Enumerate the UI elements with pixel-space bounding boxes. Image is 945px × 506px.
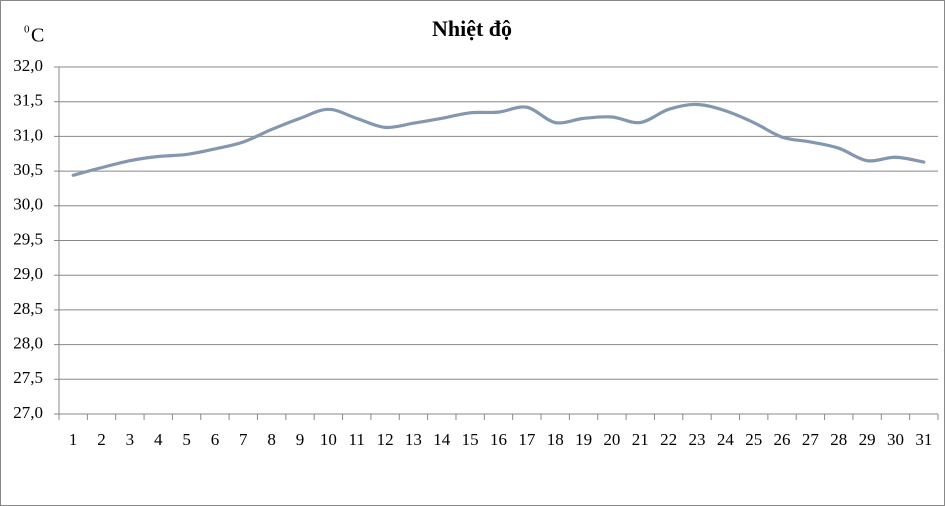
x-tick-label: 15: [462, 430, 479, 449]
x-tick-label: 20: [603, 430, 620, 449]
y-tick-label: 30,5: [13, 160, 43, 179]
y-unit: C: [31, 25, 44, 47]
y-tick-label: 31,5: [13, 91, 43, 110]
x-tick-label: 24: [717, 430, 735, 449]
x-tick-label: 4: [154, 430, 163, 449]
x-tick-label: 18: [547, 430, 564, 449]
y-tick-label: 30,0: [13, 195, 43, 214]
x-tick-label: 19: [575, 430, 592, 449]
y-tick-label: 29,5: [13, 229, 43, 248]
x-tick-label: 23: [688, 430, 705, 449]
x-tick-label: 6: [211, 430, 220, 449]
data-line: [71, 102, 926, 177]
x-tick-label: 17: [518, 430, 536, 449]
y-tick-label: 28,5: [13, 299, 43, 318]
x-tick-label: 3: [126, 430, 135, 449]
x-tick-label: 21: [632, 430, 649, 449]
x-tick-label: 26: [774, 430, 791, 449]
x-tick-label: 12: [377, 430, 394, 449]
x-tick-label: 30: [887, 430, 904, 449]
x-tick-label: 31: [915, 430, 932, 449]
x-tick-label: 9: [296, 430, 305, 449]
x-tick-label: 13: [405, 430, 422, 449]
x-tick-label: 11: [349, 430, 365, 449]
y-tick-label: 32,0: [13, 56, 43, 75]
y-tick-label: 27,5: [13, 368, 43, 387]
x-tick-label: 14: [433, 430, 451, 449]
y-tick-label: 29,0: [13, 264, 43, 283]
x-tick-label: 25: [745, 430, 762, 449]
x-tick-label: 5: [182, 430, 191, 449]
x-tick-label: 28: [830, 430, 847, 449]
x-tick-label: 16: [490, 430, 507, 449]
x-tick-label: 7: [239, 430, 248, 449]
y-tick-label: 31,0: [13, 125, 43, 144]
x-tick-label: 29: [859, 430, 876, 449]
x-tick-label: 1: [69, 430, 78, 449]
x-tick-label: 22: [660, 430, 677, 449]
y-tick-label: 28,0: [13, 334, 43, 353]
y-tick-label: 27,0: [13, 403, 43, 422]
x-tick-label: 10: [320, 430, 337, 449]
x-tick-label: 8: [267, 430, 276, 449]
y-unit-sup: 0: [24, 24, 30, 36]
x-tick-label: 2: [97, 430, 106, 449]
x-tick-label: 27: [802, 430, 820, 449]
chart-title: Nhiệt độ: [432, 16, 512, 41]
